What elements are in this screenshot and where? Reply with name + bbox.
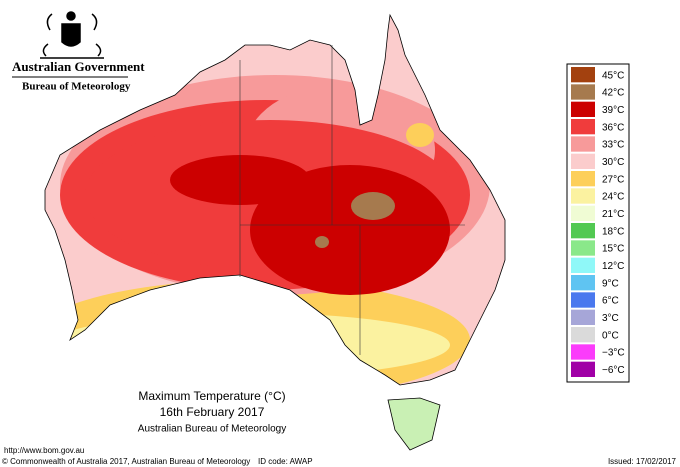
legend-label: −3°C	[602, 348, 625, 359]
legend: 45°C 42°C 39°C 36°C 33°C 30°C 27°C 24°C 21°C 18°C…	[571, 67, 625, 377]
coat-of-arms	[40, 11, 104, 59]
legend-swatch	[571, 119, 595, 135]
legend-label: −6°C	[602, 365, 625, 376]
legend-swatch	[571, 361, 595, 377]
coastline	[44, 13, 506, 386]
tasmania	[387, 397, 441, 451]
legend-label: 0°C	[602, 330, 619, 341]
legend-swatch	[571, 223, 595, 239]
legend-label: 42°C	[602, 88, 624, 99]
agency: Australian Government	[12, 59, 145, 74]
legend-swatch	[571, 101, 595, 117]
legend-swatch	[571, 205, 595, 221]
legend-label: 39°C	[602, 105, 624, 116]
caption-title: Maximum Temperature (°C)	[138, 389, 285, 403]
legend-label: 3°C	[602, 313, 619, 324]
legend-label: 15°C	[602, 244, 624, 255]
footer-copyright: © Commonwealth of Australia 2017, Austra…	[2, 457, 250, 466]
legend-label: 27°C	[602, 174, 624, 185]
legend-label: 30°C	[602, 157, 624, 168]
legend-swatch	[571, 257, 595, 273]
legend-swatch	[571, 309, 595, 325]
legend-label: 12°C	[602, 261, 624, 272]
bureau: Bureau of Meteorology	[22, 81, 131, 93]
legend-swatch	[571, 275, 595, 291]
legend-swatch	[571, 84, 595, 100]
footer-issued: Issued: 17/02/2017	[608, 457, 677, 466]
legend-swatch	[571, 344, 595, 360]
caption-date: 16th February 2017	[160, 405, 265, 419]
legend-label: 36°C	[602, 122, 624, 133]
legend-swatch	[571, 67, 595, 83]
legend-label: 18°C	[602, 226, 624, 237]
legend-swatch	[571, 171, 595, 187]
legend-label: 24°C	[602, 192, 624, 203]
legend-label: 9°C	[602, 278, 619, 289]
legend-swatch	[571, 153, 595, 169]
legend-label: 6°C	[602, 296, 619, 307]
legend-swatch	[571, 136, 595, 152]
legend-swatch	[571, 240, 595, 256]
legend-swatch	[571, 188, 595, 204]
legend-swatch	[571, 327, 595, 343]
legend-label: 21°C	[602, 209, 624, 220]
legend-swatch	[571, 292, 595, 308]
state-borders	[239, 45, 465, 355]
footer-url: http://www.bom.gov.au	[4, 446, 84, 455]
caption-source: Australian Bureau of Meteorology	[138, 424, 286, 435]
legend-label: 33°C	[602, 140, 624, 151]
footer-id: ID code: AWAP	[258, 457, 313, 466]
legend-label: 45°C	[602, 70, 624, 81]
